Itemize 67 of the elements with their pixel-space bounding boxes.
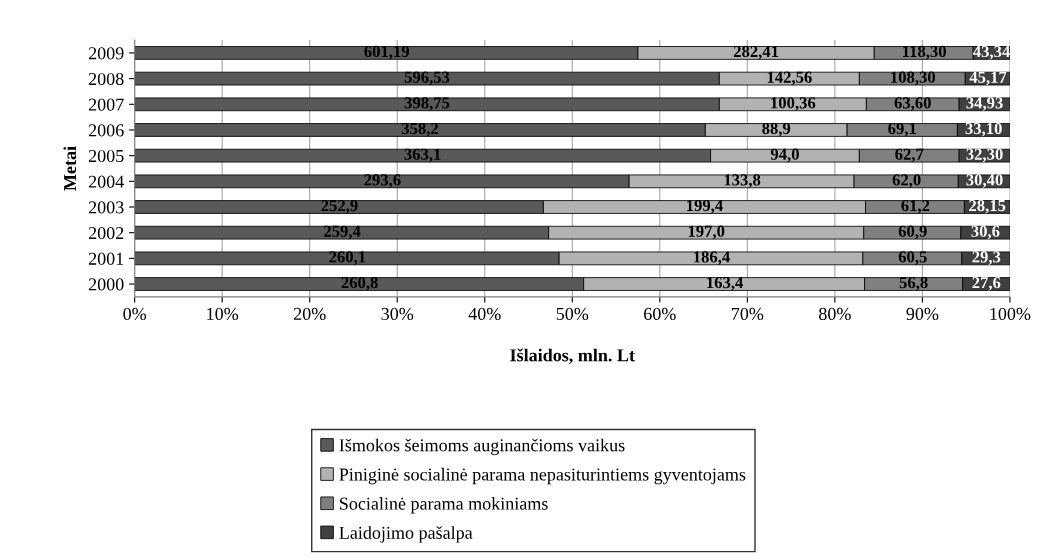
annotation: 293,6 — [364, 174, 401, 188]
annotation: 596,53 — [404, 71, 450, 86]
annotation: 62,7 — [895, 148, 924, 163]
annotation: 601,19 — [364, 45, 410, 60]
y-tick-label: 2005 — [88, 149, 124, 163]
x-tick-label: 50% — [556, 307, 589, 321]
y-tick-label: 2003 — [88, 201, 124, 214]
annotation: 27,6 — [972, 277, 1001, 291]
annotation: 252,9 — [321, 199, 358, 214]
annotation: 45,17 — [969, 71, 1007, 86]
annotation: 118,30 — [903, 45, 946, 60]
annotation: 69,1 — [888, 122, 916, 137]
annotation: 30,40 — [966, 174, 1003, 188]
annotation: 197,0 — [688, 225, 725, 240]
y-tick-label: 2002 — [88, 226, 124, 240]
x-tick-label: 20% — [293, 307, 326, 321]
annotation: 142,56 — [767, 71, 812, 86]
x-tick-label: 30% — [381, 307, 414, 321]
annotation: 43,34 — [973, 45, 1010, 60]
x-tick-label: 10% — [207, 307, 239, 321]
annotation: 133,8 — [724, 174, 761, 188]
annotation: 29,3 — [972, 251, 1001, 265]
x-tick-label: 0% — [123, 307, 147, 321]
annotation: 398,75 — [404, 97, 450, 111]
annotation: 358,2 — [401, 122, 439, 137]
annotation: 60,9 — [898, 225, 927, 240]
annotation: 363,1 — [404, 148, 441, 163]
annotation: 88,9 — [762, 122, 791, 137]
legend-label: Išmokos šeimoms auginančioms vaikus — [339, 438, 625, 456]
annotation: 56,8 — [899, 276, 928, 291]
annotation: 60,5 — [898, 251, 927, 265]
annotation: 163,4 — [707, 277, 744, 291]
legend-label: Socialinė parama mokiniams — [340, 497, 548, 514]
x-tick-label: 80% — [819, 307, 851, 321]
x-tick-label: 60% — [644, 307, 676, 321]
annotation: 30,6 — [971, 225, 1000, 240]
annotation: 28,15 — [969, 199, 1006, 214]
annotation: 61,2 — [901, 199, 930, 214]
annotation: 33,10 — [965, 122, 1002, 137]
annotation: 259,4 — [324, 225, 361, 240]
annotation: 108,30 — [891, 71, 936, 86]
y-tick-label: 2007 — [88, 98, 124, 111]
annotation: 282,41 — [733, 45, 779, 60]
legend-label: Piniginė socialinė parama nepasiturintiems gyventojams — [339, 467, 746, 485]
annotation: 32,30 — [966, 148, 1003, 163]
annotation: 34,93 — [966, 97, 1003, 111]
y-tick-label: 2001 — [88, 252, 124, 265]
annotation: 100,36 — [771, 97, 816, 111]
legend-label: Laidojimo pašalpa — [339, 526, 473, 543]
annotation: 199,4 — [687, 199, 723, 214]
y-tick-label: 2008 — [88, 72, 124, 86]
y-axis-title: Metai — [63, 146, 77, 191]
y-tick-label: 2004 — [88, 175, 124, 188]
annotation: 94,0 — [770, 148, 799, 163]
annotation: 260,8 — [341, 276, 378, 291]
x-tick-label: 90% — [906, 307, 939, 321]
x-tick-label: 100% — [990, 307, 1031, 321]
x-tick-label: 70% — [731, 307, 764, 321]
y-tick-label: 2006 — [88, 124, 124, 137]
annotation: 260,1 — [329, 251, 366, 265]
annotation: 186,4 — [694, 251, 730, 265]
annotation: 63,60 — [894, 97, 931, 111]
x-tick-label: 40% — [468, 307, 501, 321]
y-tick-label: 2000 — [88, 278, 124, 291]
x-axis-title: Išlaidos, mln. Lt — [510, 348, 635, 364]
annotation: 62,0 — [892, 174, 921, 188]
y-tick-label: 2009 — [88, 47, 124, 60]
